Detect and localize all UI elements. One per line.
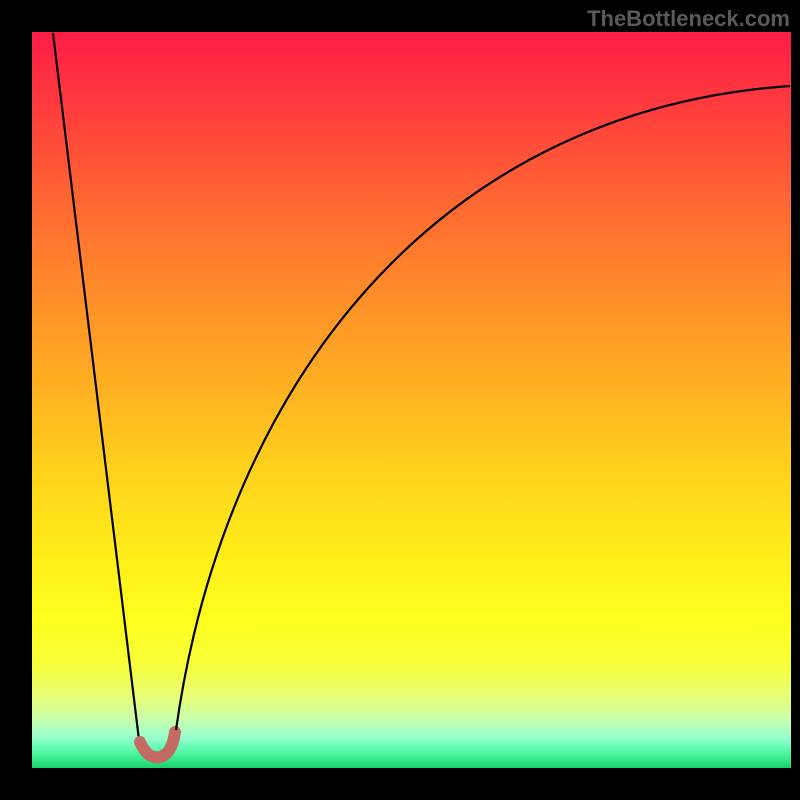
chart-svg [0,0,800,800]
plot-background [32,32,791,768]
bottleneck-chart: TheBottleneck.com [0,0,800,800]
watermark-text: TheBottleneck.com [587,6,790,32]
